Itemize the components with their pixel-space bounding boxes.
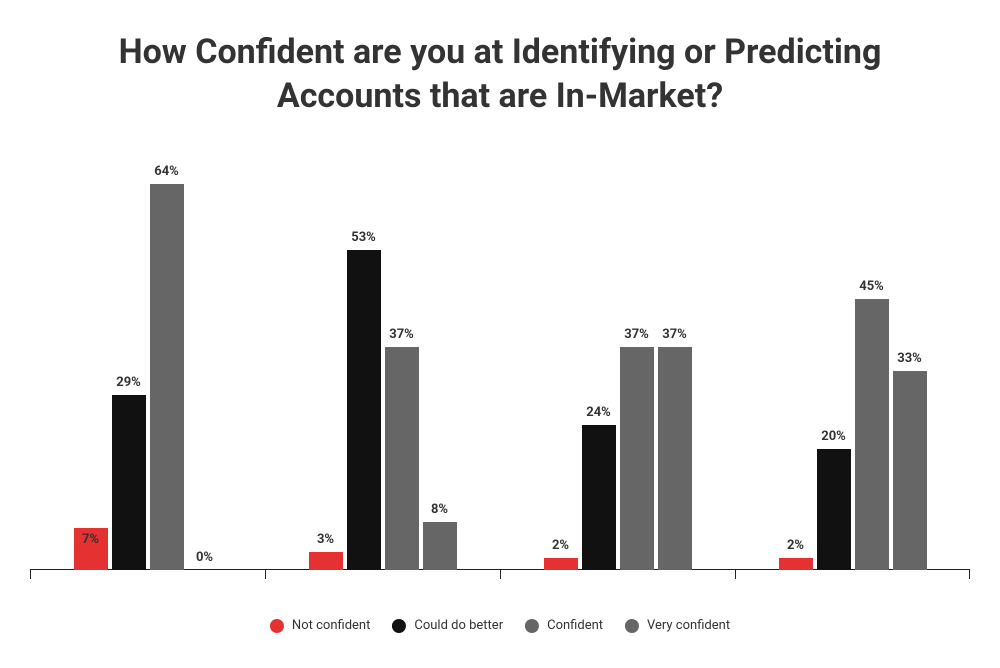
bar-value-label: 8% xyxy=(431,502,448,517)
bar-rect xyxy=(112,395,146,570)
bar-rect xyxy=(150,184,184,570)
bar-rect xyxy=(817,449,851,570)
legend-swatch xyxy=(392,619,406,633)
bar-rect xyxy=(893,371,927,570)
bar-group: 2%20%45%33% xyxy=(735,160,970,570)
bar-rect xyxy=(544,558,578,570)
axis-tick xyxy=(265,570,266,579)
bar: 37% xyxy=(620,347,654,570)
bar-rect xyxy=(309,552,343,570)
chart-title: How Confident are you at Identifying or … xyxy=(50,30,950,118)
legend-label: Not confident xyxy=(292,618,370,633)
bar-rect xyxy=(620,347,654,570)
bar: 33% xyxy=(893,371,927,570)
legend-item: Not confident xyxy=(270,618,370,633)
bar-value-label: 37% xyxy=(389,327,414,342)
bar-rect xyxy=(347,250,381,570)
legend-item: Confident xyxy=(525,618,603,633)
bar: 37% xyxy=(385,347,419,570)
bar: 37% xyxy=(658,347,692,570)
bar-value-label: 2% xyxy=(787,538,804,553)
bar-value-label: 0% xyxy=(196,550,213,565)
bar-value-label: 20% xyxy=(821,429,846,444)
bar-value-label: 2% xyxy=(552,538,569,553)
axis-tick xyxy=(969,570,970,579)
bar: 24% xyxy=(582,425,616,570)
axis-tick xyxy=(735,570,736,579)
bar-rect xyxy=(855,299,889,570)
legend-label: Very confident xyxy=(647,618,730,633)
bar-value-label: 24% xyxy=(586,405,611,420)
bar-value-label: 33% xyxy=(897,351,922,366)
chart-plot-area: 7%29%64%0%3%53%37%8%2%24%37%37%2%20%45%3… xyxy=(30,160,970,570)
bar-group: 2%24%37%37% xyxy=(500,160,735,570)
bar-value-label: 45% xyxy=(859,279,884,294)
bar-rect xyxy=(779,558,813,570)
bar-value-label: 64% xyxy=(154,164,179,179)
bar-value-label: 37% xyxy=(624,327,649,342)
bar: 2% xyxy=(544,558,578,570)
legend-swatch xyxy=(525,619,539,633)
legend-item: Could do better xyxy=(392,618,503,633)
legend-label: Could do better xyxy=(414,618,503,633)
bar-rect xyxy=(385,347,419,570)
legend-label: Confident xyxy=(547,618,603,633)
bar: 29% xyxy=(112,395,146,570)
legend-swatch xyxy=(270,619,284,633)
bar: 20% xyxy=(817,449,851,570)
bar: 53% xyxy=(347,250,381,570)
bar-rect xyxy=(658,347,692,570)
bar: 2% xyxy=(779,558,813,570)
legend-swatch xyxy=(625,619,639,633)
bar-value-label: 3% xyxy=(317,532,334,547)
legend-item: Very confident xyxy=(625,618,730,633)
bar-group: 3%53%37%8% xyxy=(265,160,500,570)
bar-rect xyxy=(423,522,457,570)
axis-tick xyxy=(30,570,31,579)
bar-rect xyxy=(582,425,616,570)
bar: 3% xyxy=(309,552,343,570)
chart-legend: Not confident Could do better Confident Ver… xyxy=(270,618,730,633)
bar-value-label: 7% xyxy=(82,532,99,547)
bar: 64% xyxy=(150,184,184,570)
bar: 8% xyxy=(423,522,457,570)
bar: 45% xyxy=(855,299,889,570)
bar: 7% xyxy=(74,528,108,570)
bar-value-label: 29% xyxy=(116,375,141,390)
bar-value-label: 37% xyxy=(662,327,687,342)
axis-tick xyxy=(500,570,501,579)
bar-value-label: 53% xyxy=(351,230,376,245)
bar-group: 7%29%64%0% xyxy=(30,160,265,570)
